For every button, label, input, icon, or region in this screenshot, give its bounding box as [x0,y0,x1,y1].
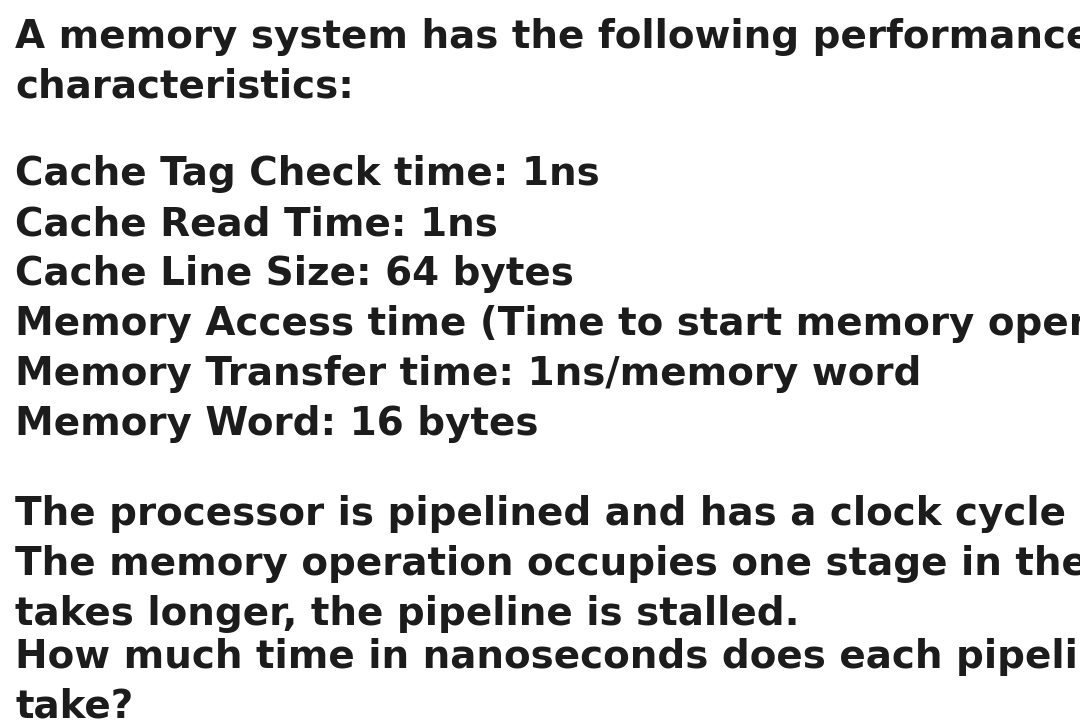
Text: A memory system has the following performance: A memory system has the following perfor… [15,18,1080,56]
Text: Memory Word: 16 bytes: Memory Word: 16 bytes [15,405,539,443]
Text: characteristics:: characteristics: [15,68,354,106]
Text: Cache Tag Check time: 1ns: Cache Tag Check time: 1ns [15,155,599,193]
Text: take?: take? [15,688,133,723]
Text: Memory Transfer time: 1ns/memory word: Memory Transfer time: 1ns/memory word [15,355,921,393]
Text: How much time in nanoseconds does each pipeline stage: How much time in nanoseconds does each p… [15,638,1080,676]
Text: Cache Read Time: 1ns: Cache Read Time: 1ns [15,205,498,243]
Text: The memory operation occupies one stage in the pipeline. If it: The memory operation occupies one stage … [15,545,1080,583]
Text: Memory Access time (Time to start memory operation): 10 ns: Memory Access time (Time to start memory… [15,305,1080,343]
Text: takes longer, the pipeline is stalled.: takes longer, the pipeline is stalled. [15,595,799,633]
Text: The processor is pipelined and has a clock cycle of 500 MHz.: The processor is pipelined and has a clo… [15,495,1080,533]
Text: Cache Line Size: 64 bytes: Cache Line Size: 64 bytes [15,255,573,293]
